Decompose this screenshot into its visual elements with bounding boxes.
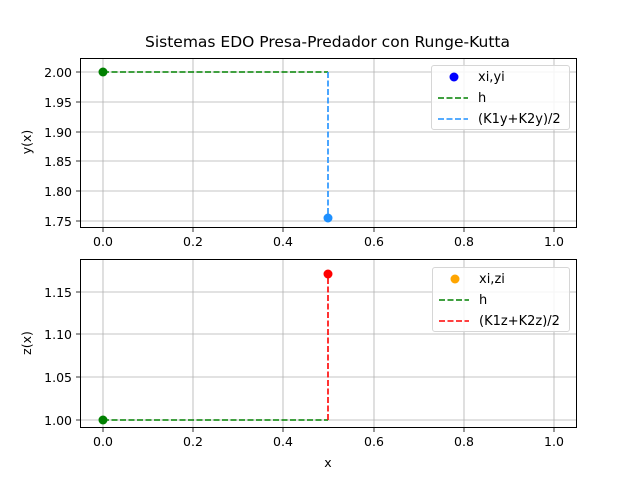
bottom-ytick: 1.05 (44, 370, 72, 385)
top-xtick: 0.8 (454, 234, 474, 249)
top-point-start (98, 67, 108, 77)
top-ytick: 1.75 (44, 214, 72, 229)
bottom-ytick: 1.00 (44, 413, 72, 428)
legend-label: xi,yi (478, 69, 505, 85)
dashed-line-blue-icon (438, 118, 468, 120)
bottom-point-end (323, 269, 333, 279)
top-xtick: 1.0 (544, 234, 564, 249)
legend-label: h (479, 292, 488, 308)
bottom-ytick: 1.10 (44, 327, 72, 342)
dashed-line-green-icon (438, 97, 468, 99)
dashed-line-red-icon (439, 320, 469, 322)
bottom-ylabel: z(x) (19, 331, 34, 355)
bottom-xtick: 0.4 (273, 434, 293, 449)
bottom-xtick: 0.8 (454, 434, 474, 449)
top-legend: xi,yi h (K1y+K2y)/2 (431, 65, 570, 130)
top-point-end (323, 213, 333, 223)
bottom-point-start (98, 415, 108, 425)
top-xtick: 0.2 (183, 234, 203, 249)
top-xtick: 0.0 (93, 234, 113, 249)
legend-label: (K1z+K2z)/2 (479, 313, 560, 329)
top-ytick: 1.95 (44, 95, 72, 110)
top-xtick: 0.4 (273, 234, 293, 249)
top-ylabel: y(x) (19, 130, 34, 155)
dashed-line-green-icon (439, 299, 469, 301)
bottom-xtick: 0.0 (93, 434, 113, 449)
marker-orange-dot-icon (450, 274, 460, 284)
top-ytick: 2.00 (44, 65, 72, 80)
bottom-xlabel: x (324, 455, 331, 470)
top-ytick: 1.90 (44, 125, 72, 140)
top-ytick: 1.80 (44, 184, 72, 199)
bottom-ytick: 1.15 (44, 285, 72, 300)
legend-label: h (478, 90, 487, 106)
top-ytick: 1.85 (44, 154, 72, 169)
bottom-xtick: 1.0 (544, 434, 564, 449)
bottom-xtick: 0.2 (183, 434, 203, 449)
figure-title: Sistemas EDO Presa-Predador con Runge-Ku… (144, 33, 510, 51)
bottom-legend: xi,zi h (K1z+K2z)/2 (432, 267, 570, 332)
legend-label: xi,zi (479, 271, 505, 287)
legend-label: (K1y+K2y)/2 (478, 111, 561, 127)
bottom-xtick: 0.6 (364, 434, 384, 449)
top-xtick: 0.6 (364, 234, 384, 249)
marker-blue-dot-icon (449, 72, 459, 82)
